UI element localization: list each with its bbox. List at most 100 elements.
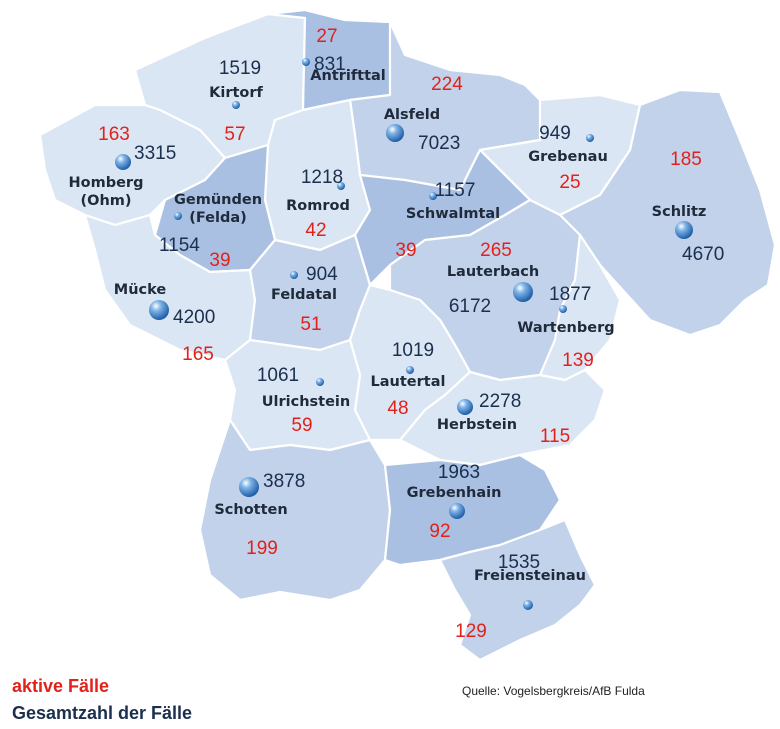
municipality-name: Grebenau (528, 149, 608, 165)
active-cases-value: 185 (670, 149, 702, 170)
municipality-schlitz[interactable]: Schlitz 4670 185 (652, 149, 725, 265)
total-cases-value: 7023 (418, 133, 460, 154)
municipality-name: Grebenhain (407, 485, 502, 501)
active-cases-value: 199 (246, 538, 278, 559)
active-cases-value: 265 (480, 240, 512, 261)
municipality-schotten[interactable]: Schotten 3878 199 (214, 471, 305, 559)
legend-total-cases: Gesamtzahl der Fälle (12, 703, 193, 723)
active-cases-value: 165 (182, 344, 214, 365)
municipality-gemuenden[interactable]: Gemünden (Felda) 1154 39 (159, 192, 262, 271)
municipality-lautertal[interactable]: Lautertal 1019 48 (371, 340, 446, 419)
active-cases-value: 224 (431, 74, 463, 95)
active-cases-value: 59 (291, 415, 312, 436)
location-marker-icon (449, 503, 465, 519)
municipality-name: Freiensteinau (474, 568, 586, 584)
municipality-name: Antrifttal (310, 68, 386, 84)
municipality-name: Herbstein (437, 417, 517, 433)
municipality-name: Gemünden (Felda) (174, 192, 262, 226)
municipality-name: Lauterbach (447, 264, 539, 280)
location-marker-icon (559, 305, 567, 313)
active-cases-value: 115 (540, 426, 570, 447)
municipality-lauterbach[interactable]: Lauterbach 6172 265 (447, 240, 539, 317)
municipality-regions (38, 8, 777, 662)
location-marker-icon (337, 182, 345, 190)
municipality-wartenberg[interactable]: Wartenberg 1877 139 (517, 284, 614, 371)
location-marker-icon (174, 212, 182, 220)
total-cases-value: 2278 (479, 391, 521, 412)
location-marker-icon (239, 477, 259, 497)
municipality-muecke[interactable]: Mücke 4200 165 (114, 282, 216, 365)
total-cases-value: 1218 (301, 167, 343, 188)
active-cases-value: 163 (98, 124, 130, 145)
municipality-grebenhain[interactable]: Grebenhain 1963 92 (407, 462, 502, 542)
municipality-name: Mücke (114, 282, 167, 298)
source-note: Quelle: Vogelsbergkreis/AfB Fulda (462, 684, 645, 698)
location-marker-icon (523, 600, 533, 610)
region-schlitz[interactable] (558, 88, 777, 337)
location-marker-icon (429, 192, 437, 200)
total-cases-value: 1877 (549, 284, 591, 305)
total-cases-value: 1519 (219, 58, 261, 79)
total-cases-value: 1061 (257, 365, 299, 386)
municipality-name: Schwalmtal (406, 206, 500, 222)
total-cases-value: 4200 (173, 307, 215, 328)
total-cases-value: 1535 (498, 552, 540, 573)
municipality-alsfeld[interactable]: Alsfeld 7023 224 (384, 74, 463, 154)
municipality-name: Schotten (214, 502, 287, 518)
municipality-schwalmtal[interactable]: Schwalmtal 1157 39 (395, 180, 500, 261)
location-marker-icon (675, 221, 693, 239)
total-cases-value: 3878 (263, 471, 305, 492)
total-cases-value: 1157 (435, 180, 476, 201)
active-cases-value: 57 (224, 124, 245, 145)
location-marker-icon (232, 101, 240, 109)
active-cases-value: 39 (395, 240, 416, 261)
total-cases-value: 904 (306, 264, 338, 285)
municipality-feldatal[interactable]: Feldatal 904 51 (271, 264, 338, 335)
total-cases-value: 949 (539, 123, 571, 144)
region-freiensteinau[interactable] (438, 518, 597, 662)
total-cases-value: 1963 (438, 462, 480, 483)
location-marker-icon (406, 366, 414, 374)
municipality-name: Lautertal (371, 374, 446, 390)
municipality-name: Romrod (286, 198, 350, 214)
location-marker-icon (302, 58, 310, 66)
active-cases-value: 129 (455, 621, 487, 642)
location-marker-icon (513, 282, 533, 302)
active-cases-value: 39 (209, 250, 230, 271)
municipality-name: Homberg (Ohm) (69, 175, 144, 209)
active-cases-value: 51 (300, 314, 321, 335)
location-marker-icon (149, 300, 169, 320)
total-cases-value: 1154 (159, 235, 200, 256)
municipality-name: Ulrichstein (262, 394, 350, 410)
active-cases-value: 27 (316, 26, 337, 47)
location-marker-icon (316, 378, 324, 386)
location-marker-icon (386, 124, 404, 142)
municipality-romrod[interactable]: Romrod 1218 42 (286, 167, 350, 241)
active-cases-value: 48 (387, 398, 408, 419)
location-marker-icon (586, 134, 594, 142)
total-cases-value: 3315 (134, 143, 176, 164)
total-cases-value: 6172 (449, 296, 491, 317)
legend-active-cases: aktive Fälle (12, 676, 110, 696)
region-herbstein[interactable] (398, 368, 607, 467)
municipality-herbstein[interactable]: Herbstein 2278 115 (437, 391, 570, 447)
total-cases-value: 4670 (682, 244, 724, 265)
municipality-name: Schlitz (652, 204, 707, 220)
municipality-name: Alsfeld (384, 107, 440, 123)
municipality-name: Wartenberg (517, 320, 614, 336)
active-cases-value: 42 (305, 220, 326, 241)
location-marker-icon (115, 154, 131, 170)
municipality-name: Feldatal (271, 287, 337, 303)
active-cases-value: 25 (559, 172, 580, 193)
location-marker-icon (457, 399, 473, 415)
active-cases-value: 139 (562, 350, 594, 371)
municipality-kirtorf[interactable]: Kirtorf 1519 57 (209, 58, 263, 145)
municipality-ulrichstein[interactable]: Ulrichstein 1061 59 (257, 365, 350, 436)
region-schotten[interactable] (198, 418, 392, 602)
municipality-grebenau[interactable]: Grebenau 949 25 (528, 123, 608, 193)
total-cases-value: 1019 (392, 340, 434, 361)
